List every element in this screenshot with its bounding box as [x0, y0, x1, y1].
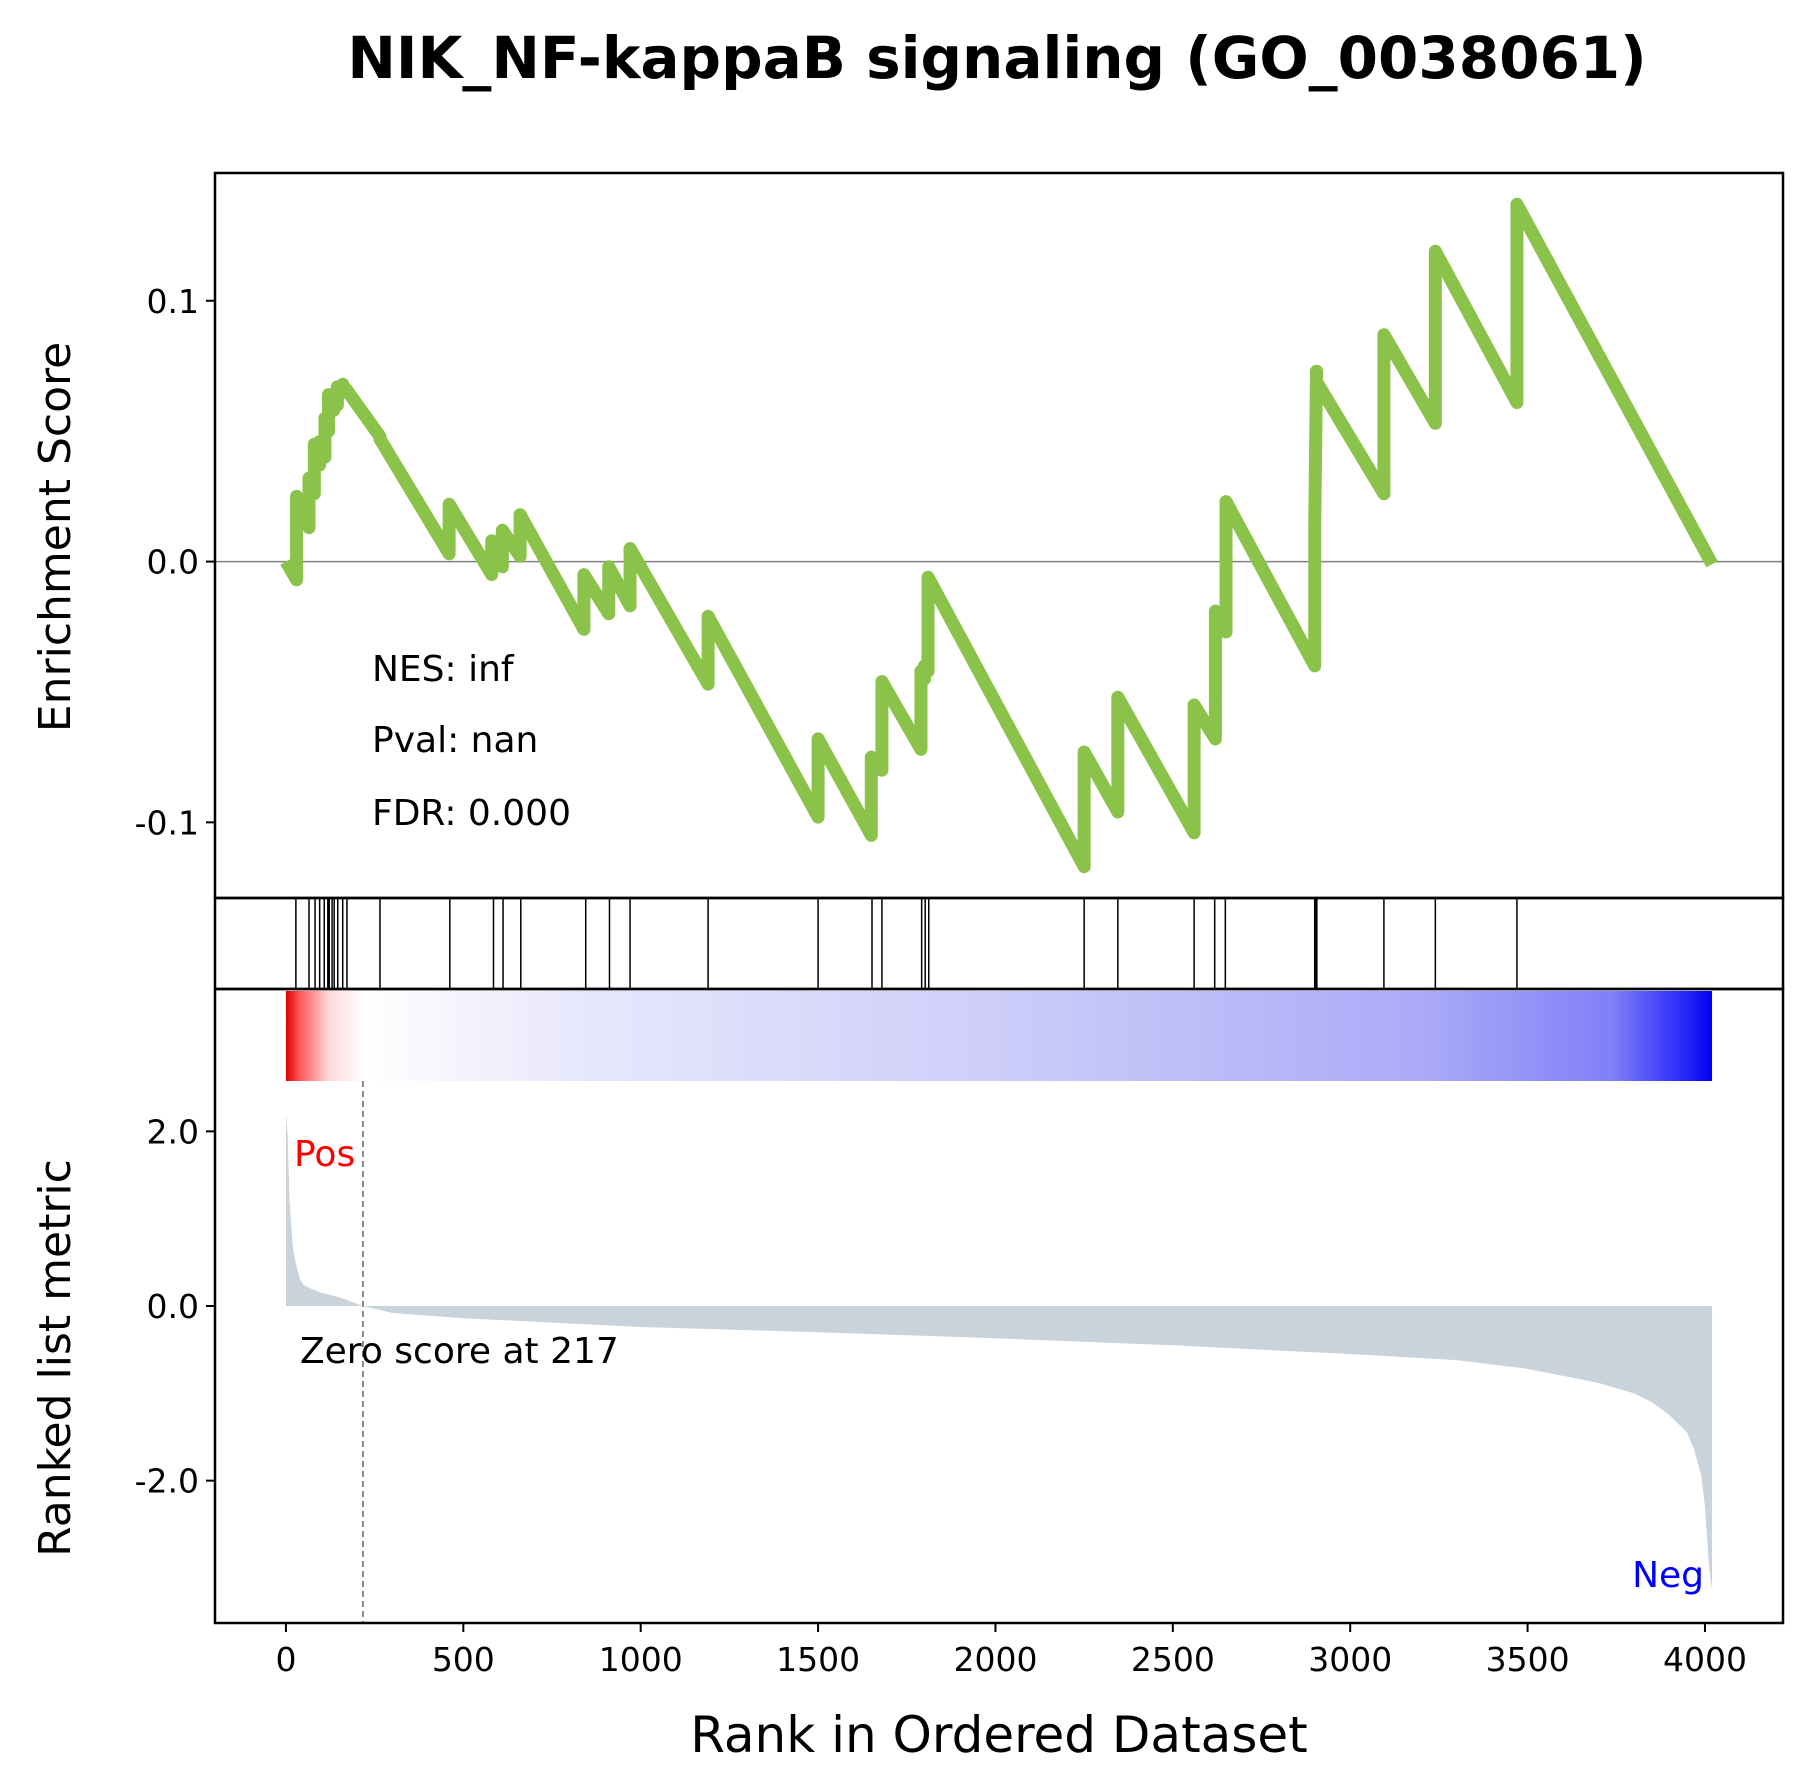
pval-annotation: Pval: nan: [372, 720, 538, 761]
ranked-ytick-label: 0.0: [147, 1287, 199, 1326]
x-tick-label: 3500: [1486, 1640, 1570, 1679]
ranked-y-ticks: -2.0 0.0 2.0: [135, 1112, 215, 1501]
x-tick-label: 0: [275, 1640, 296, 1679]
es-panel: -0.1 0.0 0.1 NES: inf Pval: nan FDR: 0.000: [135, 171, 1785, 900]
neg-label: Neg: [1632, 1555, 1704, 1596]
zero-score-label: Zero score at 217: [300, 1331, 619, 1372]
ranked-panel-frame: [213, 987, 1785, 1625]
ranked-ytick-label: -2.0: [135, 1462, 199, 1501]
rank-colorbar: [285, 991, 1713, 1081]
x-tick-label: 500: [432, 1640, 495, 1679]
ranked-ylabel: Ranked list metric: [30, 1159, 81, 1557]
hits-panel: [213, 896, 1785, 991]
x-tick-label: 2000: [953, 1640, 1037, 1679]
fdr-annotation: FDR: 0.000: [372, 793, 571, 834]
es-ytick-label: -0.1: [135, 803, 199, 842]
es-line: [280, 197, 1718, 874]
x-tick-label: 2500: [1131, 1640, 1215, 1679]
ranked-panel: -2.0 0.0 2.0 Zero score at 217 Pos Neg: [135, 987, 1785, 1625]
x-axis-label: Rank in Ordered Dataset: [690, 1706, 1307, 1764]
nes-annotation: NES: inf: [372, 649, 515, 690]
x-tick-label: 1500: [776, 1640, 860, 1679]
es-ylabel: Enrichment Score: [30, 342, 81, 732]
pos-label: Pos: [294, 1134, 355, 1175]
x-tick-label: 4000: [1663, 1640, 1747, 1679]
es-y-ticks: -0.1 0.0 0.1: [135, 282, 215, 842]
chart-title: NIK_NF-kappaB signaling (GO_0038061): [347, 24, 1646, 92]
ranked-ytick-label: 2.0: [147, 1112, 199, 1151]
ranked-metric-area: [285, 1113, 1713, 1590]
es-ytick-label: 0.0: [147, 543, 199, 582]
x-axis-ticks: 0 500 1000 1500 2000 2500 3000 3500 4000: [275, 1623, 1747, 1679]
x-tick-label: 3000: [1308, 1640, 1392, 1679]
es-ytick-label: 0.1: [147, 282, 199, 321]
x-tick-label: 1000: [599, 1640, 683, 1679]
